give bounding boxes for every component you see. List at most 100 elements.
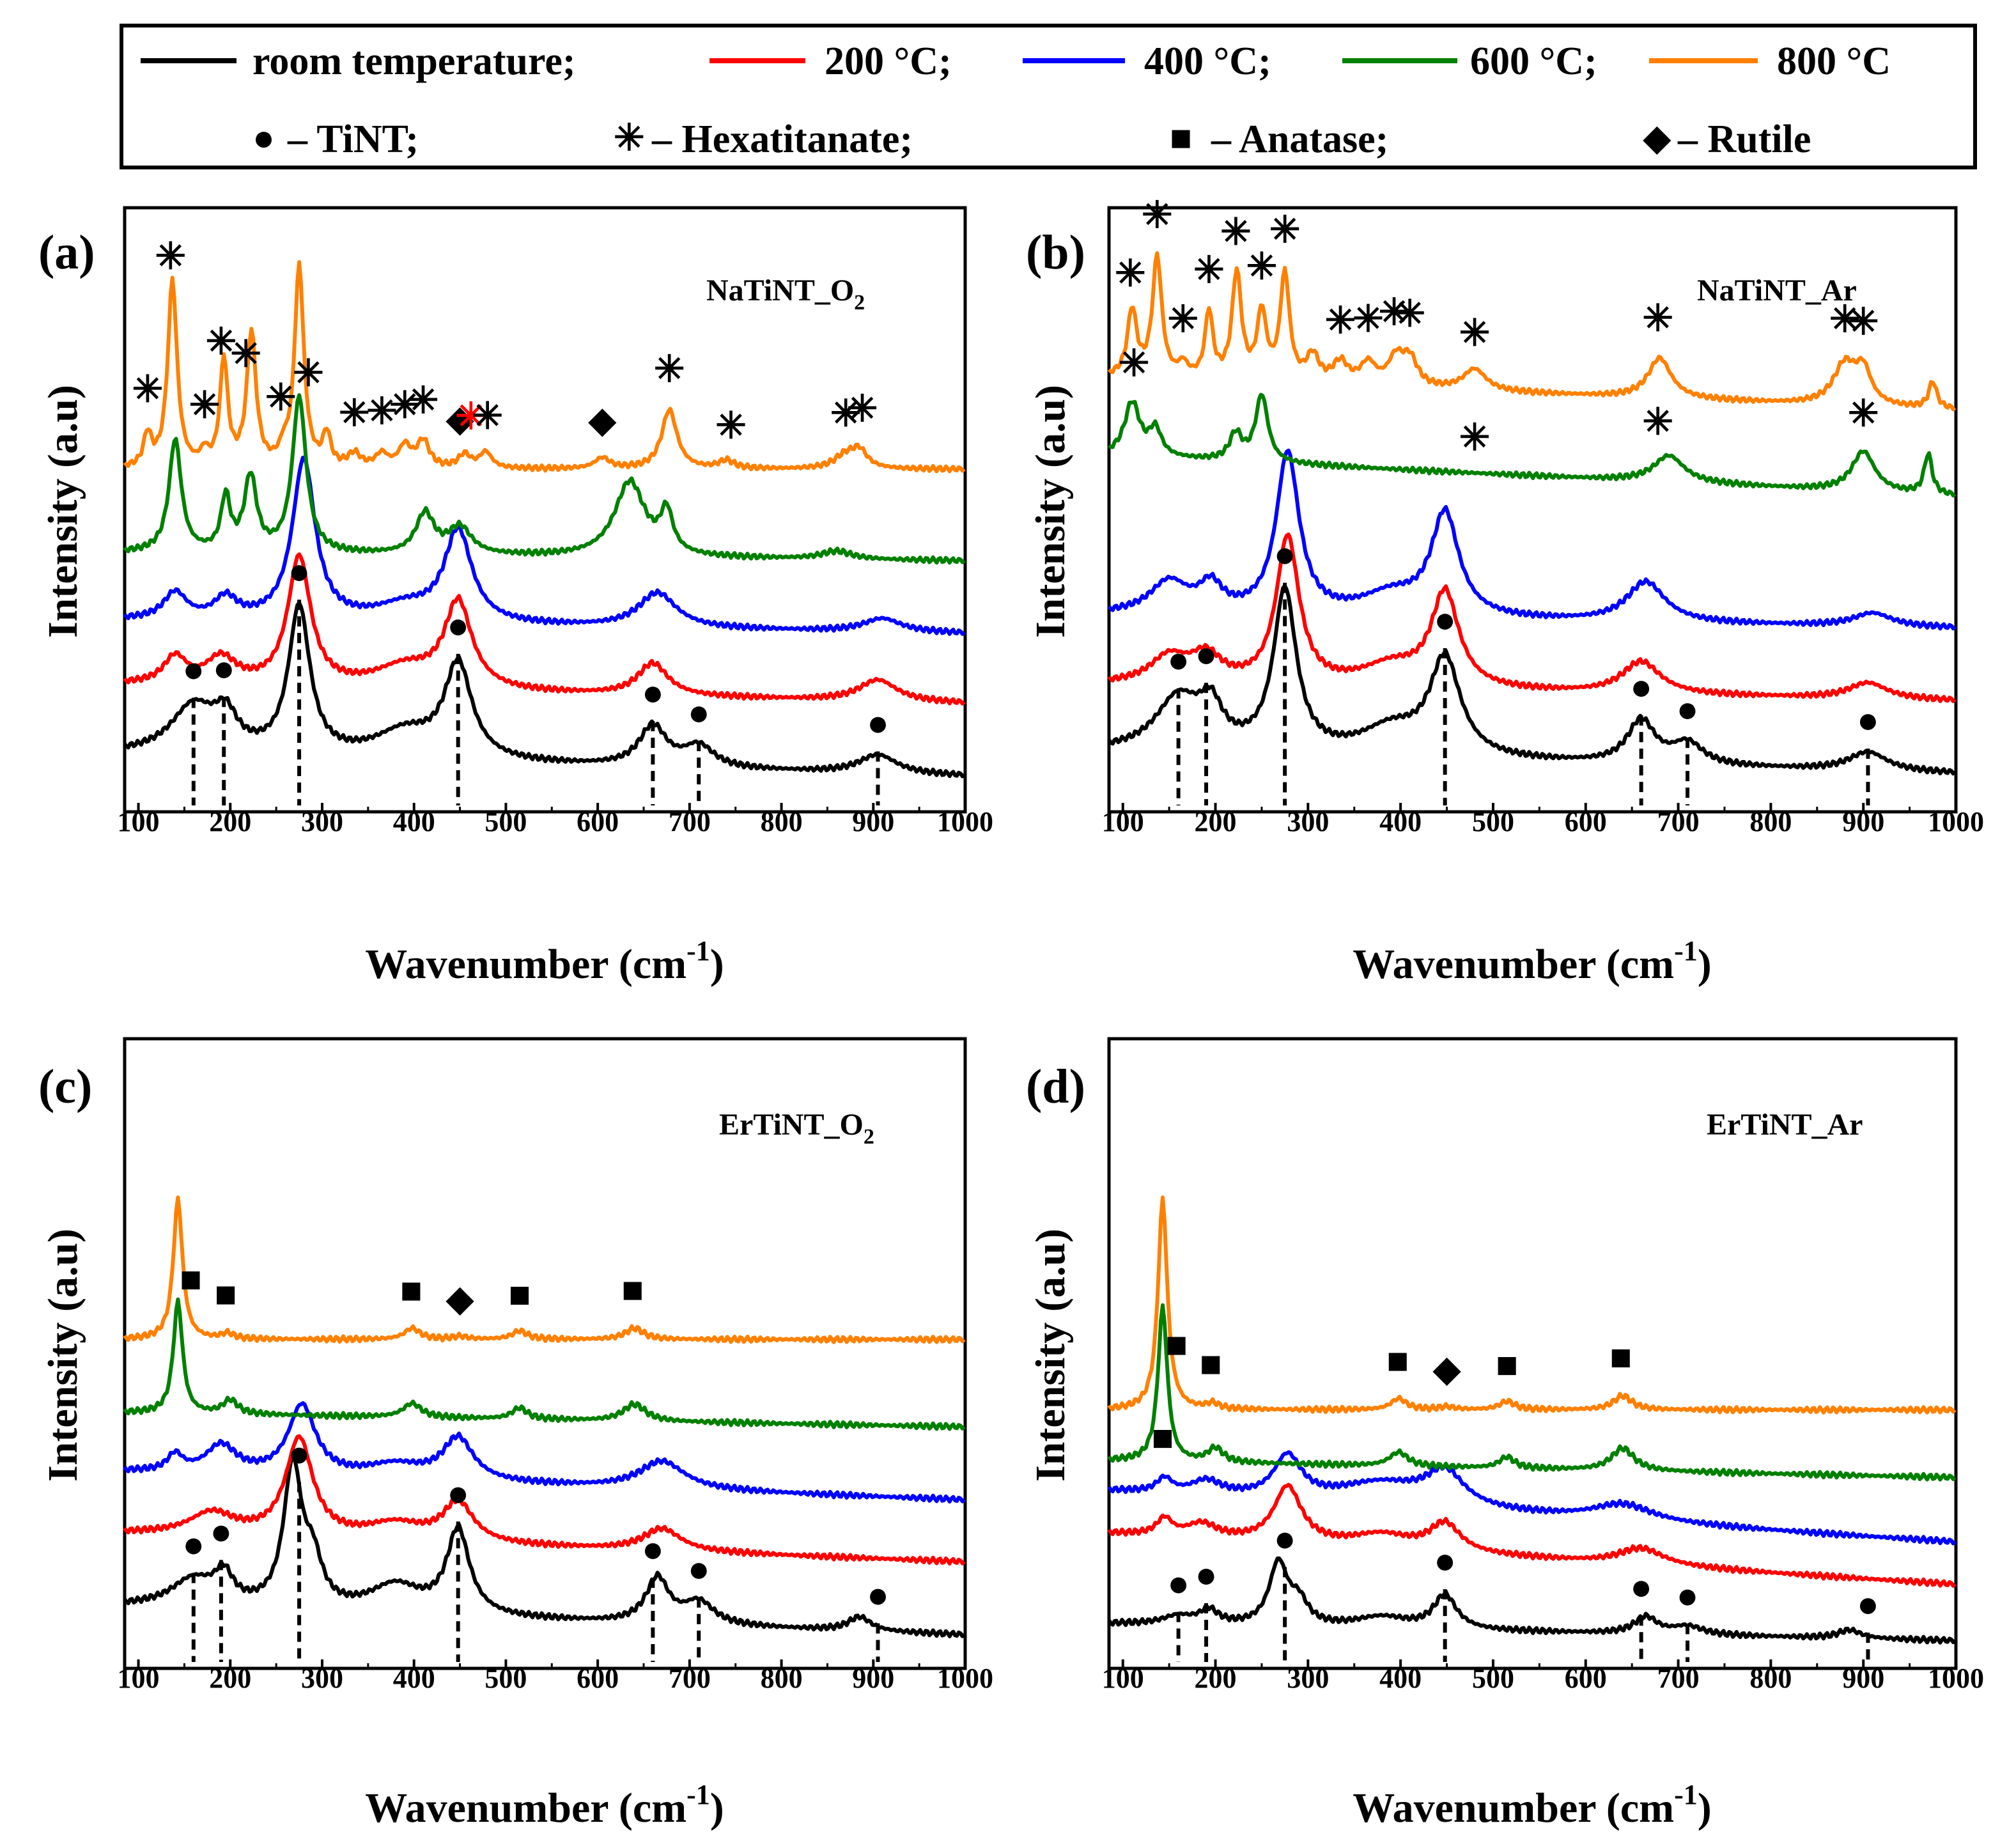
panel-b-marker-12: ✳ xyxy=(1246,245,1278,287)
panel-b-marker-19: ✳ xyxy=(1642,297,1673,339)
panel-d-series-3 xyxy=(1107,1303,1957,1482)
legend-marker-tint-label: – TiNT; xyxy=(287,118,419,161)
panel-d-sample: ErTiNT_Ar xyxy=(1707,1108,1863,1142)
panel-b-xlabel-sup: -1 xyxy=(1674,935,1698,967)
panel-d-xlabel-sup: -1 xyxy=(1674,1779,1698,1810)
panel-c: (c) ErTiNT_O2 Intensity (a.u) Wavenumber… xyxy=(38,1037,993,1831)
panel-d-marker-8: ■ xyxy=(1200,1343,1222,1385)
panel-c-marker-10: ◆ xyxy=(446,1278,474,1319)
panel-c-xtick-label-400: 400 xyxy=(393,1663,435,1694)
panel-d-marker-5: ● xyxy=(1677,1575,1699,1617)
panel-b-marker-8: ✳ xyxy=(1142,194,1173,236)
panel-a-xtick-label-200: 200 xyxy=(209,806,251,837)
panel-b-marker-3: ● xyxy=(1434,599,1456,641)
panel-d-marker-2: ● xyxy=(1274,1518,1296,1560)
panel-b: (b) NaTiNT_Ar Intensity (a.u) Wavenumber… xyxy=(1026,194,1984,988)
panel-d-marker-0: ● xyxy=(1167,1563,1190,1604)
panel-a-marker-22: ✳ xyxy=(654,348,685,390)
panel-d-marker-4: ● xyxy=(1630,1566,1652,1608)
panel-a-xtick-label-900: 900 xyxy=(852,806,894,837)
panel-b-marker-18: ✳ xyxy=(1459,312,1491,353)
panel-d-marker-9: ■ xyxy=(1386,1340,1409,1381)
panel-a-marker-1: ● xyxy=(213,648,235,689)
panel-b-marker-23: ✳ xyxy=(1459,417,1491,458)
panel-a-marker-4: ● xyxy=(642,672,664,713)
panel-c-xtick-label-1000: 1000 xyxy=(937,1663,993,1694)
panel-b-marker-20: ✳ xyxy=(1829,299,1861,340)
legend-label-400: 400 °C; xyxy=(1144,40,1271,83)
panel-d-label: (d) xyxy=(1026,1060,1085,1114)
panel-d-marker-12: ■ xyxy=(1609,1337,1632,1378)
panel-d-series-1 xyxy=(1107,1482,1957,1588)
panel-c-marker-9: ■ xyxy=(400,1270,423,1311)
panel-a-xtick-label-600: 600 xyxy=(577,806,619,837)
panel-b-xtick-label-200: 200 xyxy=(1195,806,1237,837)
panel-a-marker-19: ✳ xyxy=(456,396,487,437)
panel-b-marker-24: ✳ xyxy=(1642,401,1673,443)
legend-marker-anatase-label: – Anatase; xyxy=(1211,118,1388,161)
panel-c-xtick-label-200: 200 xyxy=(209,1663,251,1694)
panel-d-xtick-label-100: 100 xyxy=(1102,1663,1144,1694)
panel-c-ylabel: Intensity (a.u) xyxy=(40,1229,86,1482)
panel-c-marker-4: ● xyxy=(642,1528,664,1570)
panel-a-series-4 xyxy=(123,260,966,474)
panel-a-marker-7: ✳ xyxy=(132,369,164,410)
panel-c-xlabel: Wavenumber (cm-1) xyxy=(365,1779,724,1831)
panel-c-xlabel-sup: -1 xyxy=(686,1779,710,1810)
panel-d-marker-13: ■ xyxy=(1151,1417,1174,1458)
panel-b-xtick-label-900: 900 xyxy=(1842,806,1884,837)
panel-a: (a) NaTiNT_O2 Intensity (a.u) Wavenumber… xyxy=(38,206,993,988)
panel-c-xtick-label-800: 800 xyxy=(761,1663,803,1694)
panel-c-marker-5: ● xyxy=(688,1548,710,1590)
panel-b-marker-9: ✳ xyxy=(1168,299,1199,340)
panel-c-frame xyxy=(123,1037,967,1670)
panel-d-xtick-label-1000: 1000 xyxy=(1928,1663,1984,1694)
panel-b-xtick-label-800: 800 xyxy=(1749,806,1792,837)
panel-a-marker-25: ✳ xyxy=(847,388,878,430)
panel-a-marker-0: ● xyxy=(182,649,205,690)
panel-b-xtick-label-600: 600 xyxy=(1565,806,1607,837)
panel-b-marker-15: ✳ xyxy=(1353,299,1384,340)
legend-label-800: 800 °C xyxy=(1777,40,1891,83)
panel-a-marker-20: ✳ xyxy=(472,396,503,437)
panel-d-xtick-label-900: 900 xyxy=(1842,1663,1884,1694)
panel-a-xlabel-sup: -1 xyxy=(686,935,710,967)
panel-c-sample-sub: 2 xyxy=(864,1125,874,1149)
panel-d-series-4 xyxy=(1107,1195,1957,1415)
panel-a-marker-14: ✳ xyxy=(339,392,370,434)
panel-a-marker-15: ✳ xyxy=(366,391,398,432)
panel-b-sample: NaTiNT_Ar xyxy=(1697,274,1857,307)
panel-b-marker-21: ✳ xyxy=(1848,301,1879,343)
panel-b-frame xyxy=(1107,206,1958,814)
panel-b-marker-2: ● xyxy=(1274,534,1296,575)
panel-d-xtick-label-600: 600 xyxy=(1565,1663,1607,1694)
panel-a-xtick-label-800: 800 xyxy=(761,806,803,837)
panel-a-series-3 xyxy=(123,393,966,565)
panel-c-xtick-label-100: 100 xyxy=(118,1663,160,1694)
panel-b-marker-5: ● xyxy=(1677,688,1699,730)
panel-a-marker-18: ◆ xyxy=(446,398,474,440)
panel-b-series-4 xyxy=(1107,251,1957,412)
legend-label-600: 600 °C; xyxy=(1470,40,1597,83)
legend-marker-hexa-symbol: ✳ xyxy=(614,117,645,159)
panel-d-xtick-label-300: 300 xyxy=(1287,1663,1329,1694)
panel-a-marker-8: ✳ xyxy=(155,235,187,277)
panel-b-marker-0: ● xyxy=(1167,639,1190,681)
panel-d-marker-7: ■ xyxy=(1165,1324,1188,1365)
panel-a-frame xyxy=(123,206,967,814)
panel-b-label: (b) xyxy=(1026,226,1085,279)
panel-a-series-2 xyxy=(123,455,966,636)
panel-b-xtick-label-1000: 1000 xyxy=(1928,806,1984,837)
panel-d-xlabel: Wavenumber (cm-1) xyxy=(1353,1779,1712,1831)
panel-a-marker-21: ◆ xyxy=(588,400,617,441)
panel-a-ylabel: Intensity (a.u) xyxy=(40,385,86,638)
panel-c-series-2 xyxy=(123,1401,966,1504)
legend-marker-hexa-label: – Hexatitanate; xyxy=(651,118,913,161)
panel-a-marker-24: ✳ xyxy=(830,392,862,434)
panel-b-xlabel: Wavenumber (cm-1) xyxy=(1353,935,1712,988)
panel-b-xtick-label-400: 400 xyxy=(1379,806,1422,837)
panel-a-marker-3: ● xyxy=(447,605,469,646)
panel-c-xtick-label-500: 500 xyxy=(485,1663,527,1694)
panel-a-marker-2: ● xyxy=(288,550,311,592)
panel-b-marker-6: ● xyxy=(1857,699,1879,741)
